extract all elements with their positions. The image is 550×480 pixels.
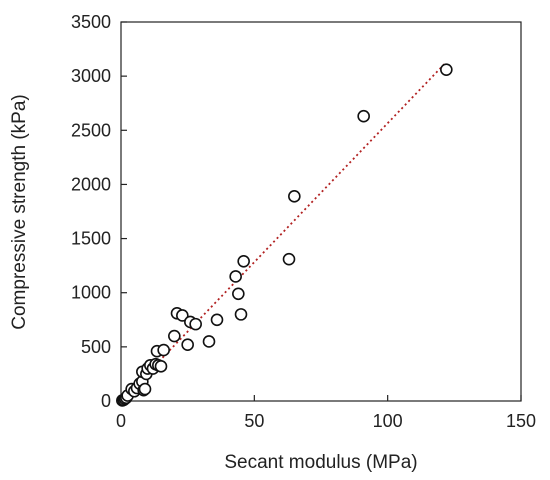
data-point: [202, 335, 216, 348]
plot-frame: [120, 21, 522, 402]
data-point: [282, 252, 296, 266]
y-tick-label: 1500: [71, 229, 111, 249]
data-point: [229, 270, 242, 283]
data-point: [440, 63, 453, 76]
data-point: [232, 287, 245, 301]
x-tick-label: 100: [373, 411, 403, 431]
y-tick-label: 3500: [71, 12, 111, 32]
x-axis-title: Secant modulus (MPa): [224, 452, 417, 473]
data-point: [157, 343, 170, 357]
data-point: [237, 255, 250, 268]
data-point: [176, 309, 189, 322]
y-tick-label: 2500: [71, 120, 111, 140]
y-tick-label: 2000: [71, 174, 111, 194]
data-point: [288, 190, 301, 203]
x-tick-label: 150: [506, 411, 536, 431]
trendline: [120, 61, 447, 402]
axes: [120, 21, 522, 402]
data-point: [168, 329, 181, 343]
data-point: [357, 109, 370, 123]
data-point: [181, 338, 194, 351]
trendline-layer: [120, 61, 447, 402]
data-point: [189, 317, 202, 331]
data-points: [116, 63, 453, 407]
data-point: [138, 382, 152, 396]
y-tick-label: 1000: [71, 283, 111, 303]
y-tick-label: 0: [101, 391, 111, 411]
data-point: [234, 308, 248, 321]
x-tick-label: 0: [116, 411, 126, 431]
data-point: [210, 313, 224, 327]
x-tick-label: 50: [244, 411, 264, 431]
y-tick-label: 500: [81, 337, 111, 357]
data-point: [154, 360, 168, 373]
y-tick-label: 3000: [71, 66, 111, 86]
y-axis-title: Compressive strength (kPa): [9, 94, 30, 329]
